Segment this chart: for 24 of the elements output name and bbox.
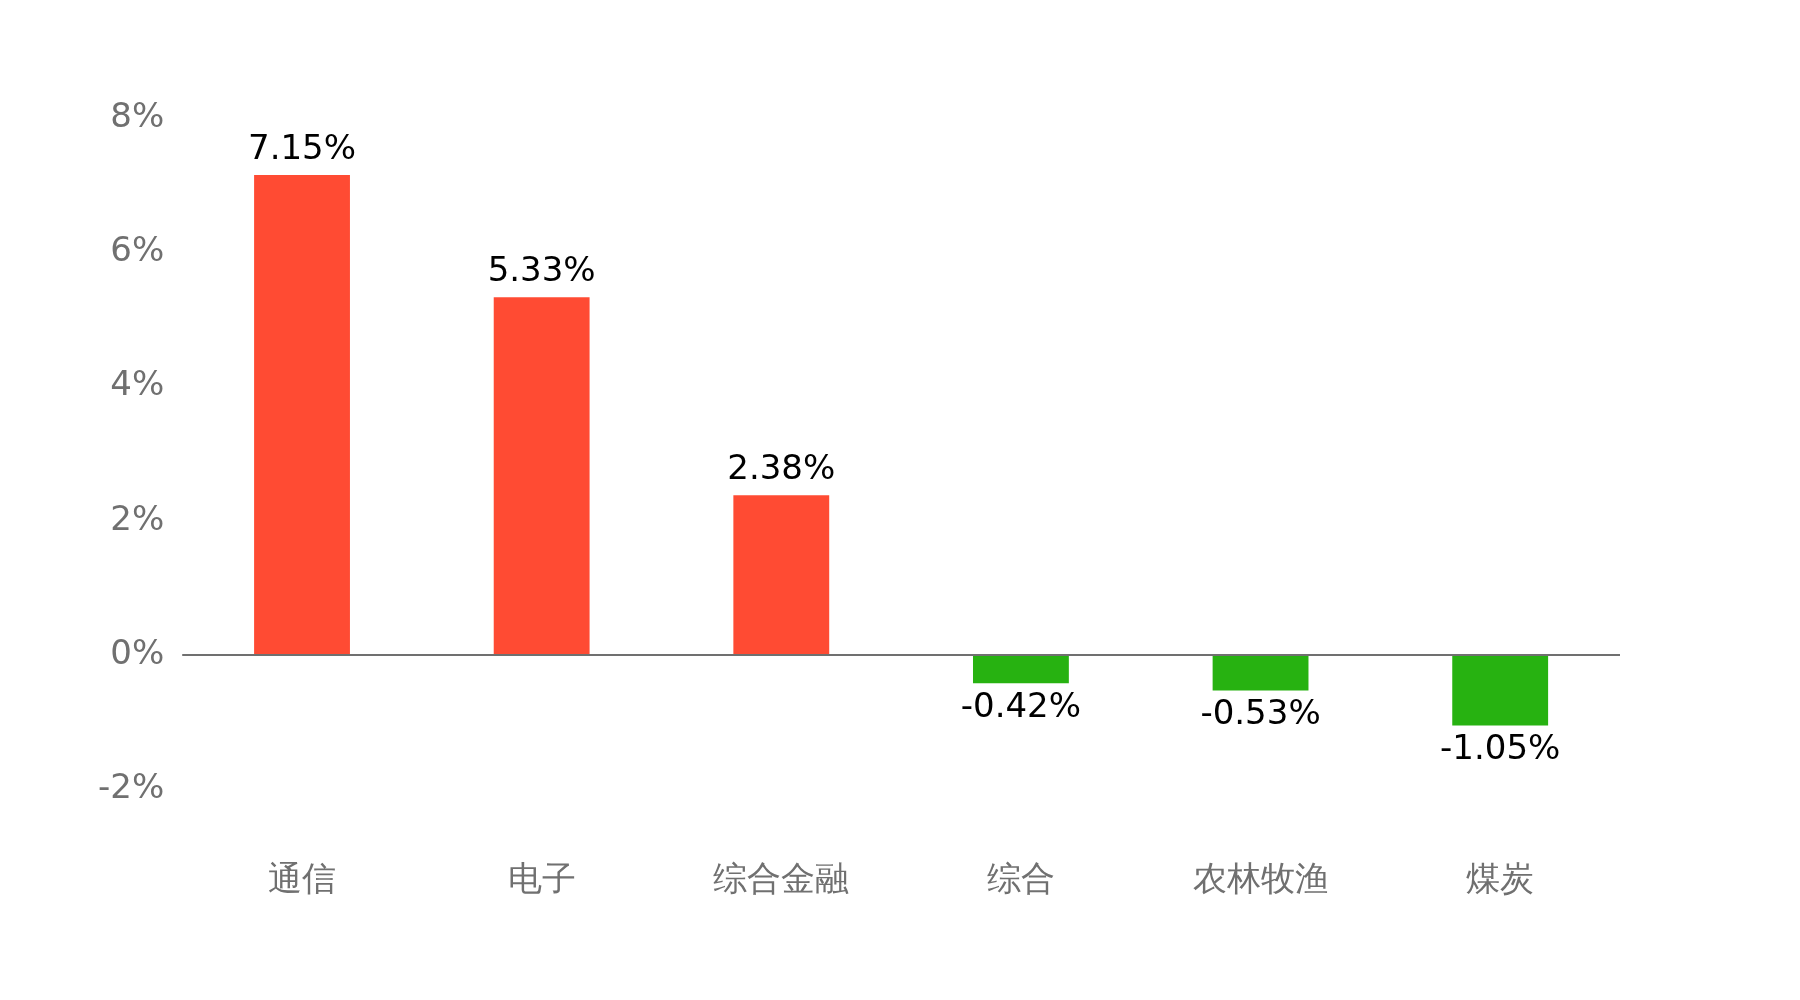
data-label: -1.05% (1440, 727, 1561, 768)
bar (493, 297, 590, 655)
y-tick-label: 0% (110, 631, 165, 672)
y-tick-label: 4% (110, 363, 165, 404)
bar (972, 654, 1069, 684)
x-tick-label: 综合 (986, 858, 1055, 899)
data-label: -0.53% (1200, 692, 1321, 733)
x-tick-label: 综合金融 (713, 858, 850, 899)
y-tick-label: 6% (110, 229, 165, 270)
x-tick-label: 农林牧渔 (1192, 858, 1329, 899)
data-label: 7.15% (248, 126, 357, 167)
data-label: -0.42% (960, 684, 1082, 725)
bar (1452, 654, 1549, 726)
data-label: 2.38% (727, 447, 836, 488)
data-label: 5.33% (487, 249, 596, 290)
x-tick-label: 通信 (268, 858, 337, 899)
bar (733, 495, 830, 655)
x-tick-label: 煤炭 (1466, 858, 1535, 899)
y-tick-label: 8% (110, 94, 165, 135)
y-tick-label: -2% (97, 766, 165, 807)
x-tick-label: 电子 (507, 858, 576, 899)
bar (1212, 654, 1309, 691)
bar (254, 175, 350, 655)
y-tick-label: 2% (110, 497, 165, 538)
